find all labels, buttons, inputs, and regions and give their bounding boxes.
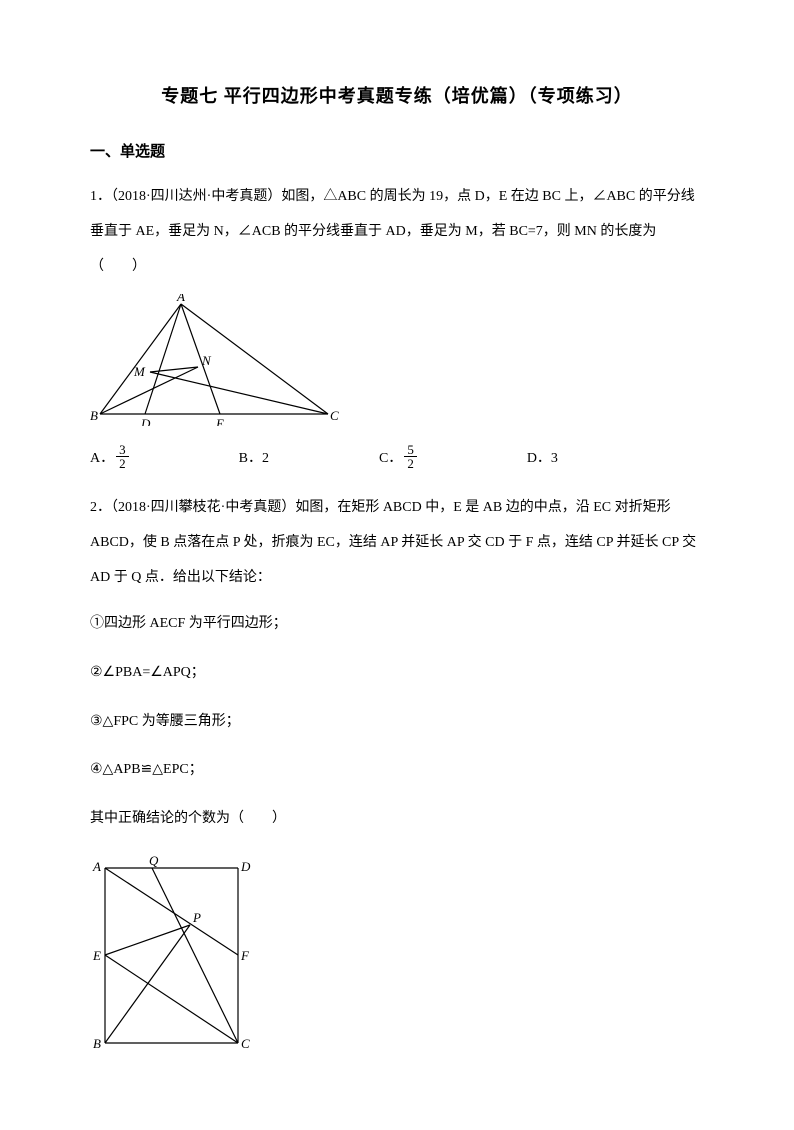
q2-c4: ④△APB≌△EPC； xyxy=(90,755,704,786)
svg-text:D: D xyxy=(140,416,151,426)
svg-text:C: C xyxy=(241,1036,250,1051)
frac-den: 2 xyxy=(116,457,129,470)
opt-c-prefix: C． xyxy=(379,447,402,467)
svg-text:M: M xyxy=(133,364,146,379)
q1-option-b: B．2 xyxy=(239,443,269,470)
fraction-c: 5 2 xyxy=(404,443,417,470)
svg-text:C: C xyxy=(330,408,339,423)
svg-text:E: E xyxy=(215,416,224,426)
q1-text: 1．（2018·四川达州·中考真题）如图，△ABC 的周长为 19，点 D，E … xyxy=(90,179,704,284)
rectangle-diagram: A D B C E F Q P xyxy=(90,853,254,1053)
svg-text:A: A xyxy=(176,294,185,304)
frac-num: 3 xyxy=(116,443,129,457)
fraction-a: 3 2 xyxy=(116,443,129,470)
svg-text:Q: Q xyxy=(149,853,159,868)
q2-c1: ①四边形 AECF 为平行四边形； xyxy=(90,609,704,640)
q1-option-d: D．3 xyxy=(527,443,558,470)
svg-text:D: D xyxy=(240,859,251,874)
q1-options: A． 3 2 B．2 C． 5 2 D．3 xyxy=(90,443,704,470)
svg-text:B: B xyxy=(90,408,98,423)
q1-figure: A B C D E M N xyxy=(90,294,704,431)
opt-a-prefix: A． xyxy=(90,447,114,467)
q2-tail: 其中正确结论的个数为（ ） xyxy=(90,804,704,835)
frac-num: 5 xyxy=(404,443,417,457)
svg-text:N: N xyxy=(201,353,212,368)
q2-text: 2．（2018·四川攀枝花·中考真题）如图，在矩形 ABCD 中，E 是 AB … xyxy=(90,490,704,595)
svg-text:E: E xyxy=(92,948,101,963)
q1-option-a: A． 3 2 xyxy=(90,443,129,470)
svg-text:P: P xyxy=(192,910,201,925)
q2-c3: ③△FPC 为等腰三角形； xyxy=(90,707,704,738)
section-heading: 一、单选题 xyxy=(90,140,704,161)
q2-c2: ②∠PBA=∠APQ； xyxy=(90,658,704,689)
svg-text:F: F xyxy=(240,948,250,963)
frac-den: 2 xyxy=(404,457,417,470)
q1-option-c: C． 5 2 xyxy=(379,443,417,470)
svg-text:B: B xyxy=(93,1036,101,1051)
page-title: 专题七 平行四边形中考真题专练（培优篇）（专项练习） xyxy=(90,82,704,108)
q2-figure: A D B C E F Q P xyxy=(90,853,704,1058)
svg-text:A: A xyxy=(92,859,101,874)
triangle-diagram: A B C D E M N xyxy=(90,294,342,426)
